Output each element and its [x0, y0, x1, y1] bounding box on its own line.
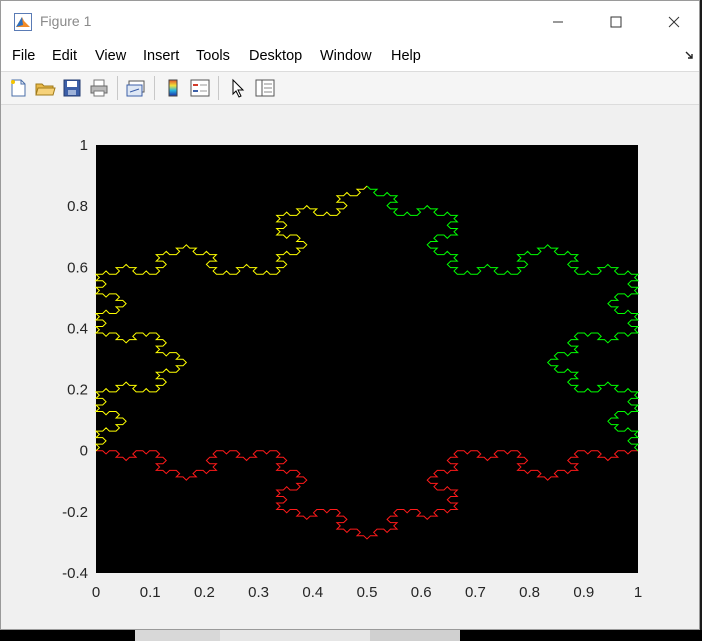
x-tick-label: 0.2 — [194, 584, 215, 601]
x-tick-label: 0.8 — [519, 584, 540, 601]
figure-toolbar — [1, 72, 699, 105]
y-tick-label: 0.8 — [67, 198, 88, 215]
menu-window[interactable]: Window — [320, 48, 372, 64]
menu-tools[interactable]: Tools — [196, 48, 230, 64]
window-title: Figure 1 — [40, 13, 92, 29]
minimize-icon — [553, 21, 563, 23]
menu-insert[interactable]: Insert — [143, 48, 180, 64]
y-tick-label: 0.6 — [67, 259, 88, 276]
x-tick-label: 0.9 — [573, 584, 594, 601]
save-icon[interactable] — [61, 77, 83, 99]
desktop-window-fragment — [220, 630, 370, 641]
new-figure-icon[interactable] — [7, 77, 29, 99]
close-button[interactable] — [651, 1, 697, 43]
menu-edit[interactable]: Edit — [52, 48, 77, 64]
menu-help[interactable]: Help — [391, 48, 421, 64]
x-tick-label: 0.5 — [357, 584, 378, 601]
y-tick-label: -0.4 — [62, 565, 88, 582]
x-tick-label: 0.6 — [411, 584, 432, 601]
y-tick-label: 1 — [80, 137, 88, 154]
x-tick-label: 0.3 — [248, 584, 269, 601]
desktop-background — [0, 630, 702, 641]
figure-canvas[interactable]: 0 0.1 0.2 0.3 0.4 0.5 0.6 0.7 0.8 0.9 1 -0.4 -0.2 0 0… — [6, 105, 696, 629]
y-tick-label: 0.4 — [67, 320, 88, 337]
y-tick-label: 0 — [80, 443, 88, 460]
toolbar-separator — [218, 76, 219, 100]
insert-legend-icon[interactable] — [189, 77, 211, 99]
desktop-window-fragment — [370, 630, 460, 641]
x-tick-label: 0.7 — [465, 584, 486, 601]
print-icon[interactable] — [88, 77, 110, 99]
property-inspector-icon[interactable] — [254, 77, 276, 99]
koch-curve-series-3[interactable] — [366, 185, 640, 452]
maximize-button[interactable] — [593, 1, 639, 43]
maximize-icon — [610, 16, 622, 28]
x-tick-label: 0.4 — [302, 584, 323, 601]
y-axis-ticks: -0.4 -0.2 0 0.2 0.4 0.6 0.8 1 — [62, 137, 88, 582]
menu-view[interactable]: View — [95, 48, 127, 64]
x-tick-label: 0 — [92, 584, 100, 601]
edit-plot-pointer-icon[interactable] — [227, 77, 249, 99]
axes-area[interactable] — [96, 145, 638, 573]
link-plot-icon[interactable] — [125, 77, 147, 99]
y-tick-label: -0.2 — [62, 504, 88, 521]
x-tick-label: 1 — [634, 584, 642, 601]
desktop-window-fragment — [135, 630, 220, 641]
koch-curve-series-2[interactable] — [94, 185, 368, 452]
close-icon — [668, 16, 680, 28]
open-file-icon[interactable] — [34, 77, 56, 99]
minimize-button[interactable] — [535, 1, 581, 43]
toolbar-separator — [117, 76, 118, 100]
y-tick-label: 0.2 — [67, 382, 88, 399]
insert-colorbar-icon[interactable] — [162, 77, 184, 99]
title-bar[interactable]: Figure 1 — [1, 1, 699, 43]
koch-curve-series-1[interactable] — [96, 450, 638, 540]
toolbar-separator — [154, 76, 155, 100]
menu-file[interactable]: File — [12, 48, 36, 64]
menu-bar: File Edit View Insert Tools Desktop Wind… — [1, 43, 699, 72]
x-axis-ticks: 0 0.1 0.2 0.3 0.4 0.5 0.6 0.7 0.8 0.9 1 — [92, 584, 642, 601]
menu-desktop[interactable]: Desktop — [249, 48, 303, 64]
matlab-logo-icon — [14, 13, 32, 31]
curve-layer — [94, 185, 640, 540]
koch-snowflake-plot[interactable]: 0 0.1 0.2 0.3 0.4 0.5 0.6 0.7 0.8 0.9 1 -0.4-0.200… — [6, 105, 696, 629]
x-tick-label: 0.1 — [140, 584, 161, 601]
dock-figure-icon[interactable] — [685, 50, 695, 60]
